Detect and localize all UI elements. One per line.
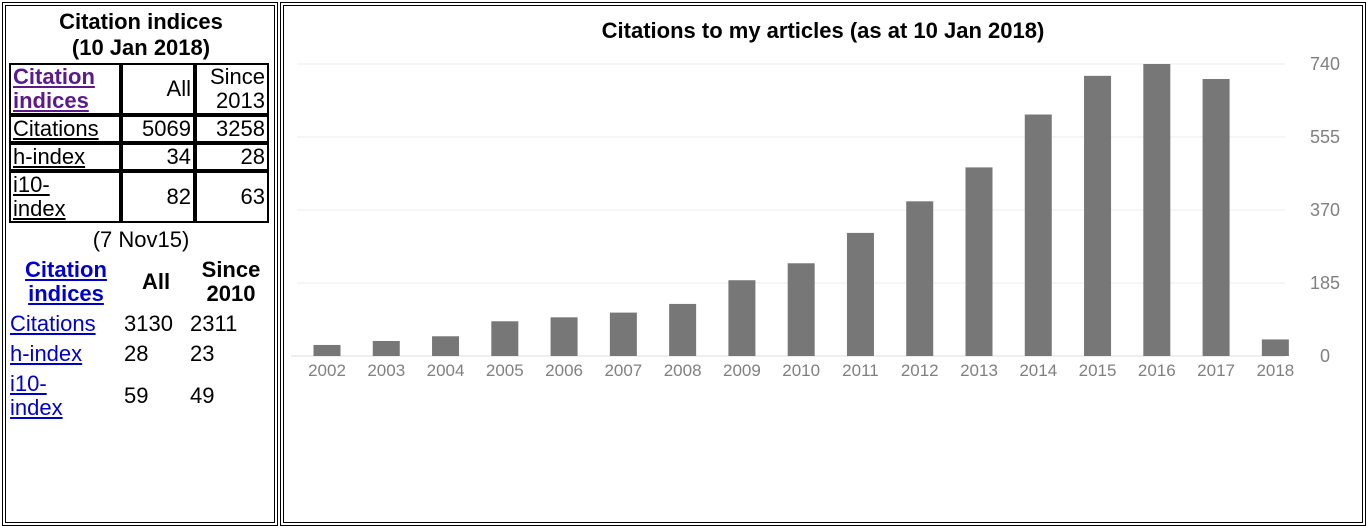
link-line2[interactable]: indices <box>13 88 89 113</box>
heading-2018-line1: Citation indices <box>59 9 223 34</box>
col-since-header: Since 2010 <box>201 257 261 306</box>
y-tick-label: 740 <box>1310 54 1340 74</box>
row-label[interactable]: Citations <box>9 115 121 143</box>
row-since: 63 <box>195 171 269 223</box>
row-all: 5069 <box>121 115 195 143</box>
col-since-header: Since 2013 <box>195 63 269 115</box>
y-tick-label: 0 <box>1320 346 1330 366</box>
citations-bar-chart: 2002 2003 2004 2005 2006 2007 2008 2009 2010 2011… <box>291 54 1340 380</box>
left-panel-border <box>2 2 278 526</box>
row-since: 23 <box>190 341 215 366</box>
row-all: 34 <box>121 143 195 171</box>
row-label[interactable]: i10- index <box>9 171 121 223</box>
citation-table-2018: Citation indices All Since 2013 Citation… <box>9 63 269 223</box>
bar-2007 <box>609 312 637 356</box>
y-tick-label: 185 <box>1310 273 1340 293</box>
row-since: 3258 <box>195 115 269 143</box>
bar-2012 <box>906 201 934 356</box>
table-row: h-index 28 23 <box>9 339 273 369</box>
chart-panel-inner-border <box>283 5 1363 523</box>
x-tick-label: 2006 <box>545 361 583 380</box>
row-all: 59 <box>124 383 149 408</box>
row-since: 2311 <box>190 311 238 336</box>
y-tick-labels: 0 185 370 555 740 <box>1310 54 1340 366</box>
bar-2008 <box>669 303 697 356</box>
citation-indices-link-2018[interactable]: Citation indices <box>9 63 121 115</box>
x-tick-label: 2004 <box>427 361 465 380</box>
link-line1[interactable]: Citation <box>13 64 95 89</box>
bar-2011 <box>846 232 874 356</box>
x-tick-label: 2014 <box>1019 361 1057 380</box>
bar-2010 <box>787 263 815 356</box>
heading-2018-line2: (10 Jan 2018) <box>71 35 211 60</box>
x-tick-label: 2003 <box>367 361 405 380</box>
row-since: 49 <box>190 383 215 408</box>
bar-2002 <box>313 344 341 356</box>
chart-panel-border <box>280 2 1366 526</box>
row-label[interactable]: h-index <box>10 341 83 366</box>
y-tick-label: 555 <box>1310 127 1340 147</box>
x-tick-label: 2011 <box>842 361 879 380</box>
row-label[interactable]: Citations <box>10 311 96 336</box>
bar-2005 <box>491 321 519 356</box>
x-tick-label: 2015 <box>1079 361 1117 380</box>
table-row: i10- index 82 63 <box>9 171 269 223</box>
table-row: Citations 5069 3258 <box>9 115 269 143</box>
x-tick-label: 2016 <box>1138 361 1176 380</box>
bar-2013 <box>965 167 993 356</box>
chart-title: Citations to my articles (as at 10 Jan 2… <box>601 18 1045 43</box>
x-tick-label: 2007 <box>604 361 642 380</box>
x-tick-label: 2005 <box>486 361 524 380</box>
bar-2006 <box>550 317 578 356</box>
x-tick-label: 2010 <box>782 361 820 380</box>
bar-2003 <box>372 341 400 356</box>
bar-2016 <box>1143 64 1171 356</box>
bar-2015 <box>1084 75 1112 357</box>
subtitle-2015: (7 Nov15) <box>92 227 190 252</box>
col-all-header: All <box>141 269 171 294</box>
x-tick-label: 2018 <box>1256 361 1294 380</box>
bar-2014 <box>1024 114 1052 356</box>
citation-table-2015: Citation indices All Since 2010 Citation… <box>9 255 273 423</box>
left-panel-inner-border <box>5 5 275 523</box>
citation-indices-column: Citation indices (10 Jan 2018) Citation … <box>9 9 273 423</box>
bars <box>313 64 1289 357</box>
table-row: h-index 34 28 <box>9 143 269 171</box>
x-tick-label: 2002 <box>308 361 346 380</box>
row-all: 3130 <box>124 311 173 336</box>
col-all-header: All <box>121 63 195 115</box>
bar-2018 <box>1261 339 1289 356</box>
x-tick-label: 2008 <box>664 361 702 380</box>
row-label[interactable]: i10- index <box>10 371 63 420</box>
x-tick-label: 2017 <box>1197 361 1235 380</box>
x-tick-label: 2009 <box>723 361 761 380</box>
row-since: 28 <box>195 143 269 171</box>
table-row: Citations 3130 2311 <box>9 309 273 339</box>
bar-2017 <box>1202 78 1230 356</box>
row-label[interactable]: h-index <box>9 143 121 171</box>
table-2018-header-row: Citation indices All Since 2013 <box>9 63 269 115</box>
bar-2009 <box>728 280 756 356</box>
row-all: 82 <box>121 171 195 223</box>
x-tick-label: 2013 <box>960 361 998 380</box>
x-tick-label: 2012 <box>901 361 939 380</box>
table-2015-header-row: Citation indices All Since 2010 <box>9 255 273 309</box>
row-all: 28 <box>124 341 149 366</box>
table-row: i10- index 59 49 <box>9 369 273 423</box>
citation-indices-link-2015[interactable]: Citation indices <box>25 257 107 306</box>
bar-2004 <box>432 336 460 356</box>
y-tick-label: 370 <box>1310 200 1340 220</box>
x-tick-labels: 2002 2003 2004 2005 2006 2007 2008 2009 2010 2011… <box>308 361 1294 380</box>
